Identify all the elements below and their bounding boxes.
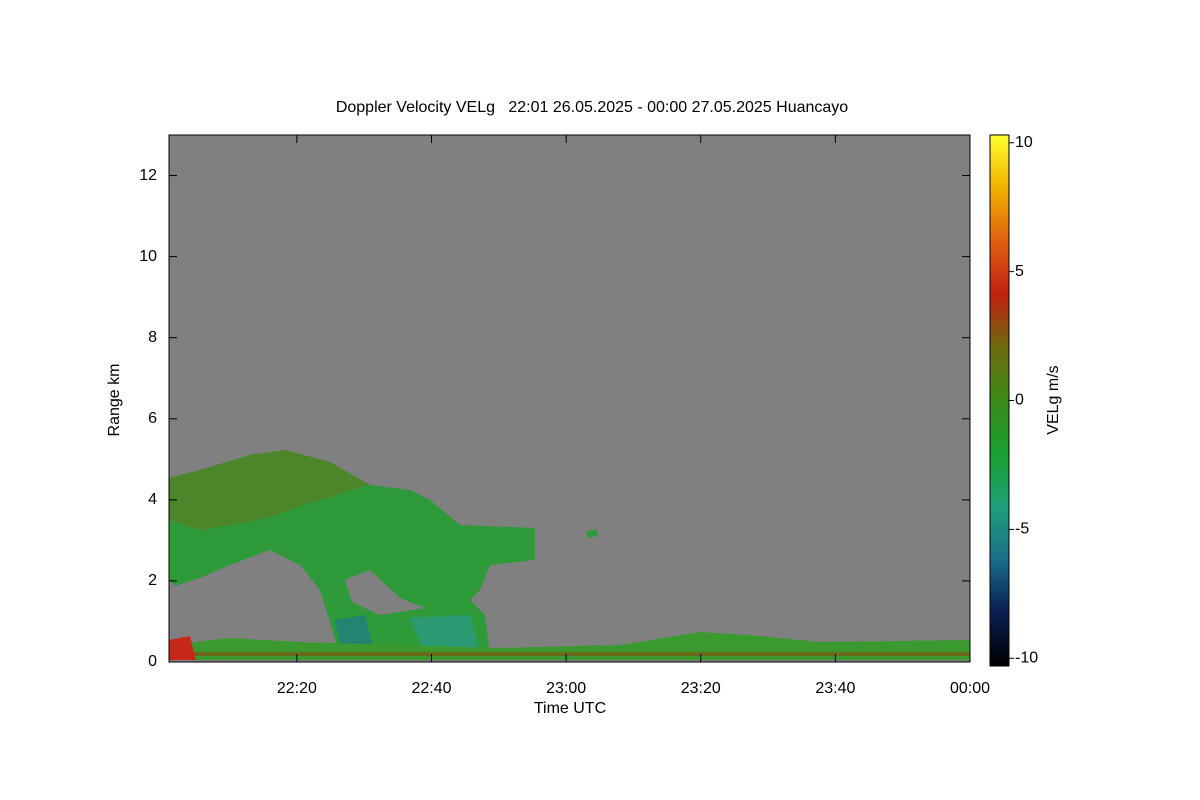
echo-ground — [169, 652, 970, 656]
colorbar-tick-label: -5 — [1015, 521, 1029, 538]
echo-downdraft — [410, 615, 480, 655]
plot-background — [169, 135, 970, 662]
x-axis-label: Time UTC — [534, 700, 606, 717]
y-tick-label: 12 — [139, 167, 157, 184]
y-tick-label: 10 — [139, 248, 157, 265]
y-tick-label: 6 — [148, 410, 157, 427]
echo-upper — [169, 450, 370, 530]
y-tick-label: 4 — [148, 491, 157, 508]
y-tick-label: 2 — [148, 572, 157, 589]
x-tick-label: 22:40 — [411, 680, 451, 697]
echo-red — [169, 636, 196, 660]
y-tick-label: 0 — [148, 653, 157, 670]
colorbar-tick-label: 10 — [1015, 134, 1033, 151]
echo-gap — [345, 570, 425, 615]
colorbar — [989, 134, 1010, 667]
x-tick-label: 23:00 — [546, 680, 586, 697]
colorbar-tick-label: 5 — [1015, 263, 1024, 280]
echo-small — [586, 529, 598, 538]
plot-frame — [168, 134, 971, 663]
x-tick-label: 22:20 — [277, 680, 317, 697]
x-tick-label: 23:40 — [815, 680, 855, 697]
chart-title: Doppler Velocity VELg 22:01 26.05.2025 -… — [336, 99, 848, 116]
colorbar-label: VELg m/s — [1045, 365, 1062, 434]
y-axis-label: Range km — [106, 364, 123, 437]
x-tick-label: 23:20 — [681, 680, 721, 697]
x-tick-label: 00:00 — [950, 680, 990, 697]
radar-field — [169, 135, 970, 662]
colorbar-tick-label: 0 — [1015, 392, 1024, 409]
y-tick-label: 8 — [148, 329, 157, 346]
colorbar-tick-label: -10 — [1015, 649, 1038, 666]
